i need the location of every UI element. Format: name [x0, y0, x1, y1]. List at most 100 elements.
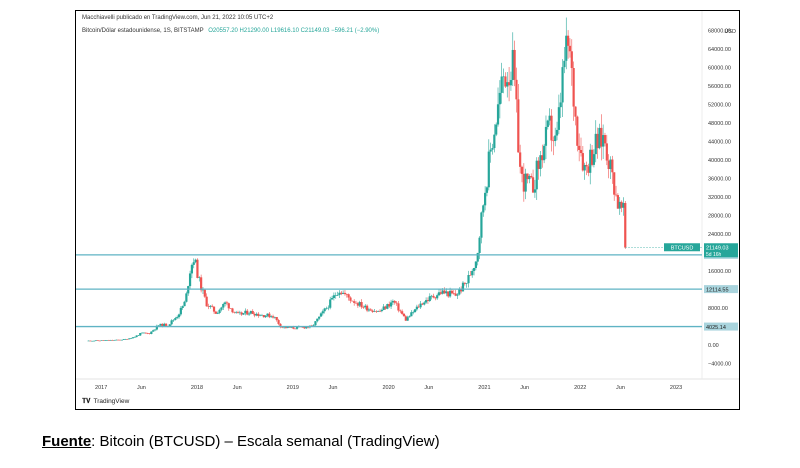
candles — [87, 17, 627, 342]
candle-body — [212, 306, 216, 312]
candle-body — [216, 313, 219, 314]
candle — [574, 106, 577, 126]
x-tick-label: 2020 — [382, 385, 394, 391]
candle-body — [377, 311, 380, 312]
tradingview-branding[interactable]: 𝐓𝐕 TradingView — [82, 398, 129, 406]
candle-body — [306, 327, 310, 328]
candle-body — [284, 326, 288, 328]
candle — [246, 308, 249, 316]
candle — [262, 314, 265, 318]
candle — [596, 127, 599, 159]
candle-body — [421, 303, 424, 305]
candle-body — [482, 205, 485, 213]
candle-body — [554, 135, 557, 142]
candle — [205, 293, 208, 307]
candle-body — [365, 305, 369, 311]
candle — [404, 315, 407, 322]
candle — [343, 290, 347, 296]
candle — [222, 302, 225, 310]
candle — [365, 304, 369, 313]
candle-body — [592, 154, 596, 165]
candle-body — [336, 294, 339, 296]
candle — [415, 304, 418, 311]
candle — [504, 72, 507, 89]
candle — [369, 308, 372, 311]
caption-source-label: Fuente — [42, 433, 92, 450]
candle — [225, 300, 229, 306]
candle — [176, 315, 179, 320]
candle — [275, 316, 278, 322]
candle-body — [454, 293, 457, 296]
candle-body — [345, 294, 348, 295]
candle — [131, 337, 134, 339]
candle — [375, 310, 378, 313]
candle — [373, 308, 376, 313]
candle — [509, 71, 513, 91]
candle-body — [467, 275, 470, 284]
candle — [240, 311, 243, 316]
candle — [570, 39, 573, 86]
candle — [391, 299, 395, 306]
candle-body — [244, 310, 247, 314]
candle-body — [522, 173, 525, 192]
candle-body — [566, 35, 570, 46]
candle — [603, 132, 607, 147]
candle — [148, 333, 151, 335]
candle-body — [200, 277, 203, 291]
candle-body — [380, 309, 383, 312]
candle — [419, 301, 422, 310]
candle — [463, 282, 466, 286]
candle-body — [163, 323, 166, 327]
candle — [620, 200, 623, 213]
candle-body — [281, 327, 284, 328]
candle — [526, 173, 529, 184]
candle — [539, 150, 542, 177]
candle-body — [323, 308, 326, 312]
candle — [367, 307, 371, 313]
candle-body — [220, 307, 223, 310]
candle — [406, 315, 409, 321]
candle-body — [539, 155, 542, 169]
candle-body — [452, 293, 455, 294]
candle-body — [408, 316, 411, 318]
candle — [484, 186, 487, 211]
candle — [236, 310, 240, 314]
candle-body — [314, 321, 317, 326]
y-tick-label: 60000.00 — [708, 65, 731, 71]
candle — [257, 312, 260, 318]
candle-body — [168, 324, 171, 327]
candle-body — [447, 291, 450, 297]
candle-body — [388, 304, 391, 307]
candle-body — [111, 340, 114, 341]
candle-body — [183, 301, 186, 307]
candle — [190, 263, 194, 279]
candle-body — [152, 330, 155, 332]
candle — [268, 312, 271, 319]
candle-body — [461, 282, 465, 292]
candle-body — [469, 275, 472, 276]
candle — [223, 301, 227, 307]
candle — [524, 168, 527, 200]
candle — [345, 293, 348, 298]
candle — [325, 306, 328, 310]
candle — [609, 156, 612, 180]
candle-body — [353, 301, 356, 303]
candle — [382, 303, 385, 311]
candle-body — [401, 311, 404, 314]
candle — [471, 268, 474, 278]
candle-body — [624, 202, 627, 248]
candle-body — [364, 305, 367, 308]
candle — [472, 267, 476, 276]
candle — [371, 309, 374, 313]
candle-body — [330, 298, 334, 300]
candle — [581, 145, 584, 172]
candle — [87, 340, 90, 342]
candle — [563, 46, 566, 74]
candle-body — [555, 129, 559, 136]
candle — [94, 340, 98, 341]
candle-body — [179, 307, 182, 315]
candle-body — [122, 339, 125, 340]
candle-body — [288, 326, 291, 328]
candle — [583, 162, 586, 180]
